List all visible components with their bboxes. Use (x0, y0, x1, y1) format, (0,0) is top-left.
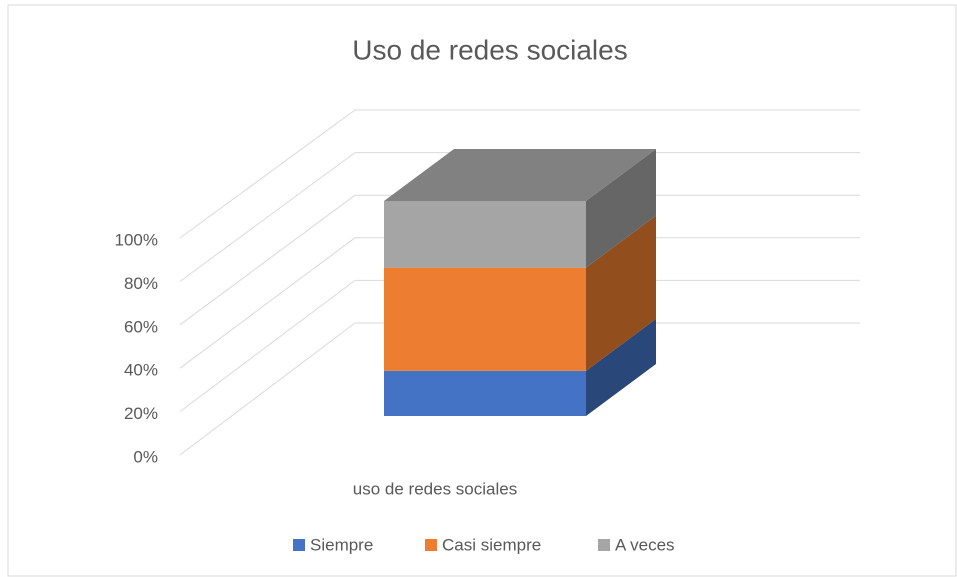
bar-side (586, 215, 656, 371)
chart-title: Uso de redes sociales (352, 34, 627, 65)
legend-swatch (293, 539, 305, 551)
grid-line (179, 279, 356, 413)
bar-side (586, 318, 656, 416)
legend-swatch (425, 539, 437, 551)
y-tick-label: 80% (124, 274, 158, 293)
x-tick-label: uso de redes sociales (353, 479, 517, 498)
legend-label: A veces (615, 535, 675, 554)
y-tick-label: 100% (115, 230, 158, 249)
legend-label: Siempre (310, 535, 373, 554)
grid-line (179, 194, 356, 326)
y-tick-label: 40% (124, 361, 158, 380)
bar-side (586, 149, 656, 268)
grid-line (179, 322, 356, 456)
grid-line (179, 152, 356, 282)
bar-front (384, 370, 586, 416)
bar-front (384, 201, 586, 268)
y-tick-label: 20% (124, 404, 158, 423)
legend-swatch (598, 539, 610, 551)
y-tick-label: 60% (124, 317, 158, 336)
y-tick-label: 0% (133, 447, 158, 466)
grid-line (179, 109, 356, 239)
bar-top (384, 149, 656, 201)
legend-label: Casi siempre (442, 535, 541, 554)
grid-line (179, 237, 356, 369)
bar-front (384, 267, 586, 371)
